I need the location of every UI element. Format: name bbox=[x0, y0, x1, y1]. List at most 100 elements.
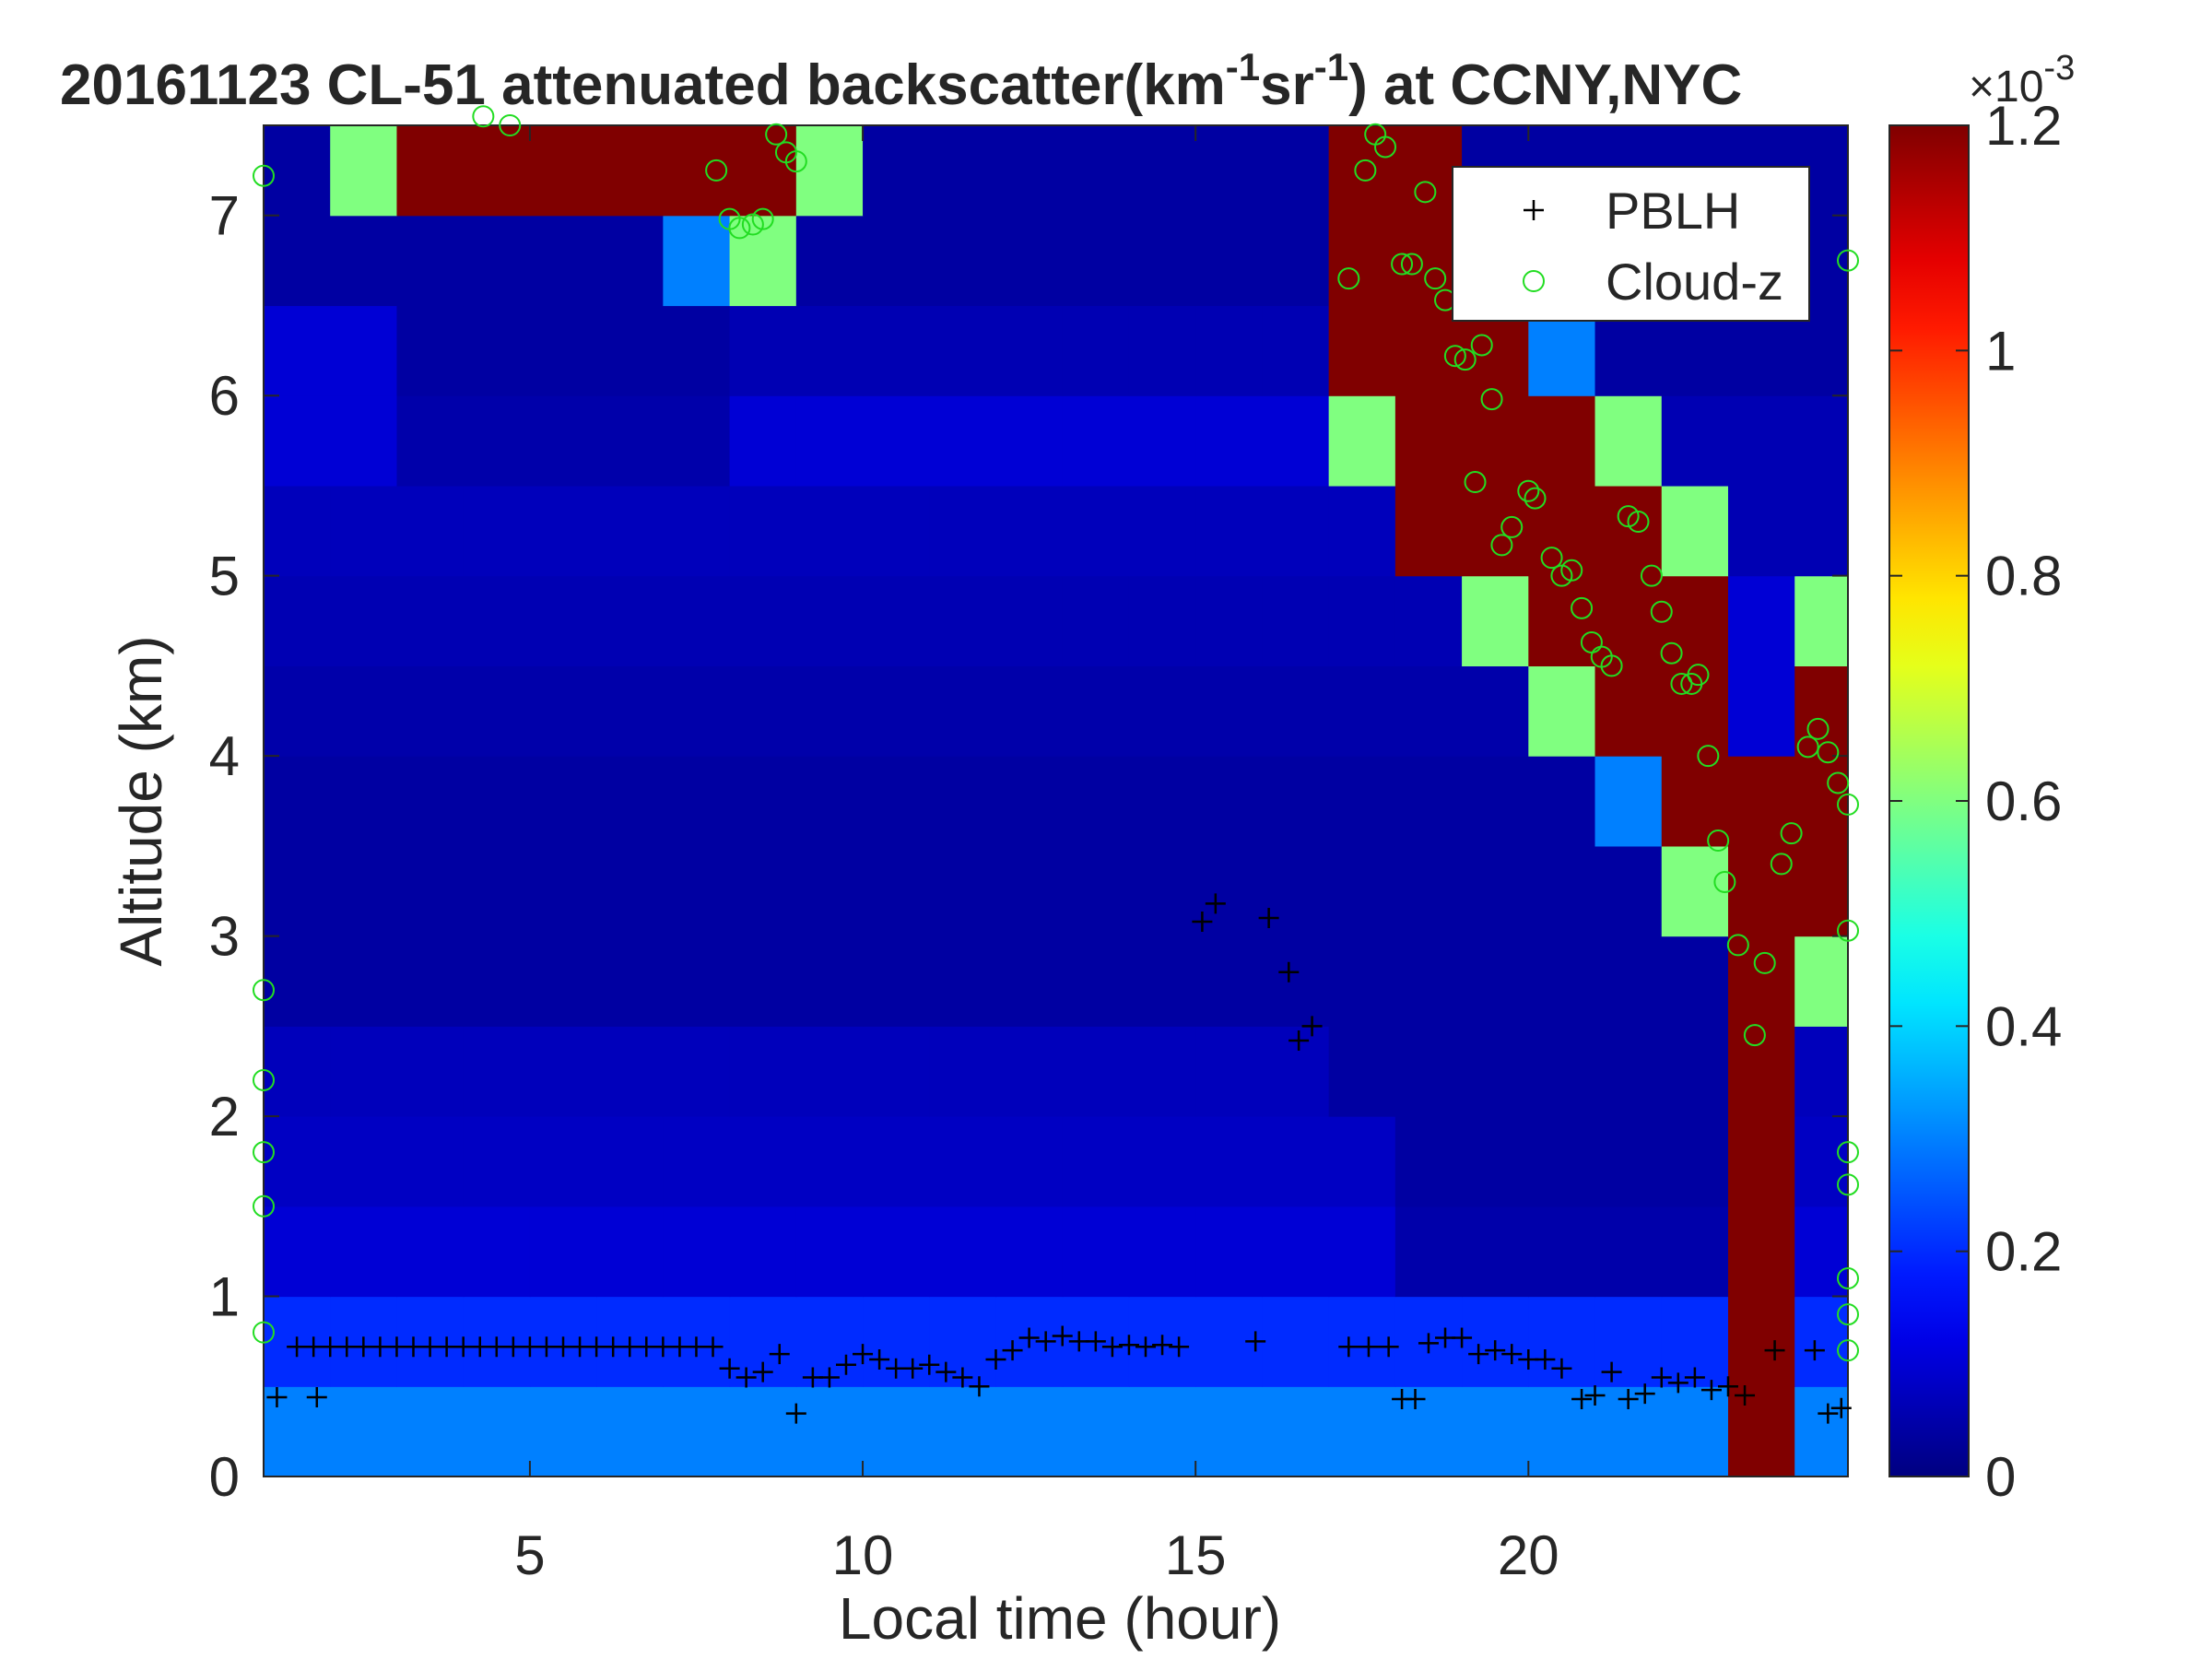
cloud-marker bbox=[1464, 471, 1487, 494]
heatmap-cell bbox=[729, 485, 797, 577]
heatmap-cell bbox=[1328, 575, 1396, 666]
heatmap-cell bbox=[929, 1026, 997, 1117]
heatmap-cell bbox=[795, 485, 864, 577]
cloud-marker bbox=[1726, 934, 1749, 957]
cloud-marker bbox=[1660, 641, 1683, 665]
heatmap-cell bbox=[1727, 1026, 1795, 1117]
heatmap-cell bbox=[396, 756, 465, 847]
heatmap-cell bbox=[396, 935, 465, 1027]
pblh-marker bbox=[1618, 1388, 1639, 1409]
heatmap-cell bbox=[929, 1206, 997, 1298]
cloud-marker bbox=[1837, 1141, 1859, 1164]
heatmap-cell bbox=[729, 935, 797, 1027]
heatmap-cell bbox=[729, 1206, 797, 1298]
heatmap-cell bbox=[1594, 395, 1663, 487]
heatmap-cell bbox=[1661, 845, 1729, 937]
heatmap-cell bbox=[729, 575, 797, 666]
heatmap-cell bbox=[663, 665, 731, 757]
heatmap-cell bbox=[596, 1026, 664, 1117]
heatmap-cell bbox=[729, 845, 797, 937]
heatmap-cell bbox=[729, 305, 797, 396]
heatmap-cell bbox=[995, 845, 1064, 937]
heatmap-cell bbox=[463, 756, 531, 847]
title-superscript: -1 bbox=[1226, 45, 1260, 88]
cloud-marker bbox=[1837, 793, 1859, 816]
cloud-marker bbox=[1780, 822, 1803, 845]
heatmap-cell bbox=[863, 485, 930, 577]
heatmap-cell bbox=[396, 1206, 465, 1298]
heatmap-cell bbox=[1394, 665, 1463, 757]
cloud-marker bbox=[1837, 1339, 1859, 1362]
cloud-marker bbox=[1627, 511, 1650, 534]
pblh-marker bbox=[835, 1354, 856, 1375]
heatmap-cell bbox=[1794, 575, 1848, 666]
heatmap-cell bbox=[396, 305, 465, 396]
heatmap-cell bbox=[795, 1026, 864, 1117]
heatmap-cell bbox=[663, 395, 731, 487]
heatmap-cell bbox=[795, 756, 864, 847]
heatmap-cell bbox=[330, 395, 398, 487]
heatmap-cell bbox=[264, 845, 331, 937]
heatmap-cell bbox=[1062, 845, 1130, 937]
heatmap-cell bbox=[863, 665, 930, 757]
heatmap-cell bbox=[596, 665, 664, 757]
heatmap-cell bbox=[663, 305, 731, 396]
heatmap-cell bbox=[1727, 665, 1795, 757]
heatmap-cell bbox=[529, 215, 597, 307]
cloud-marker bbox=[1490, 534, 1513, 557]
heatmap-cell bbox=[1528, 756, 1596, 847]
heatmap-cell bbox=[529, 575, 597, 666]
heatmap-cell bbox=[596, 845, 664, 937]
heatmap-cell bbox=[463, 395, 531, 487]
pblh-marker bbox=[1288, 1030, 1310, 1051]
heatmap-cell bbox=[1394, 575, 1463, 666]
pblh-marker bbox=[1717, 1376, 1738, 1397]
heatmap-cell bbox=[1328, 125, 1396, 217]
heatmap-cell bbox=[729, 1386, 797, 1477]
heatmap-cell bbox=[795, 845, 864, 937]
heatmap-cell bbox=[1462, 395, 1529, 487]
heatmap-cell bbox=[463, 935, 531, 1027]
x-tick-label: 10 bbox=[832, 1524, 894, 1586]
heatmap-cell bbox=[1328, 1296, 1396, 1387]
heatmap-cell bbox=[264, 665, 331, 757]
pblh-marker bbox=[1205, 893, 1226, 914]
pblh-marker bbox=[1101, 1336, 1123, 1358]
heatmap-cell bbox=[463, 305, 531, 396]
heatmap-cell bbox=[1062, 305, 1130, 396]
legend-box bbox=[1452, 166, 1810, 322]
heatmap-cell bbox=[596, 1386, 664, 1477]
cloud-marker bbox=[1337, 267, 1360, 290]
pblh-marker bbox=[752, 1361, 773, 1382]
heatmap-cell bbox=[463, 1386, 531, 1477]
heatmap-cell bbox=[1128, 756, 1196, 847]
heatmap-cell bbox=[1195, 935, 1264, 1027]
y-tick-label: 2 bbox=[209, 1086, 240, 1147]
heatmap-cell bbox=[1195, 756, 1264, 847]
heatmap-cell bbox=[995, 1206, 1064, 1298]
cloud-marker bbox=[1560, 559, 1583, 582]
heatmap-cell bbox=[264, 215, 331, 307]
cloud-marker bbox=[1650, 600, 1673, 623]
pblh-marker bbox=[1735, 1385, 1756, 1406]
pblh-marker bbox=[869, 1348, 890, 1370]
heatmap-cell bbox=[1394, 1026, 1463, 1117]
heatmap-cell bbox=[1195, 125, 1264, 217]
heatmap-cell bbox=[1128, 1206, 1196, 1298]
heatmap-cell bbox=[1262, 125, 1330, 217]
cloud-marker bbox=[784, 150, 807, 173]
heatmap-cell bbox=[795, 395, 864, 487]
pblh-marker bbox=[1378, 1336, 1399, 1358]
cloud-marker bbox=[1470, 334, 1493, 357]
pblh-marker bbox=[735, 1367, 757, 1388]
heatmap-cell bbox=[529, 1116, 597, 1207]
cloud-marker bbox=[253, 164, 275, 187]
heatmap-cell bbox=[1661, 1206, 1729, 1298]
cloud-marker bbox=[1697, 745, 1720, 768]
heatmap-cell bbox=[863, 935, 930, 1027]
heatmap-cell bbox=[1328, 845, 1396, 937]
heatmap-cell bbox=[1062, 1026, 1130, 1117]
pblh-marker bbox=[1338, 1336, 1359, 1358]
heatmap-cell bbox=[330, 845, 398, 937]
heatmap-cell bbox=[1528, 1386, 1596, 1477]
